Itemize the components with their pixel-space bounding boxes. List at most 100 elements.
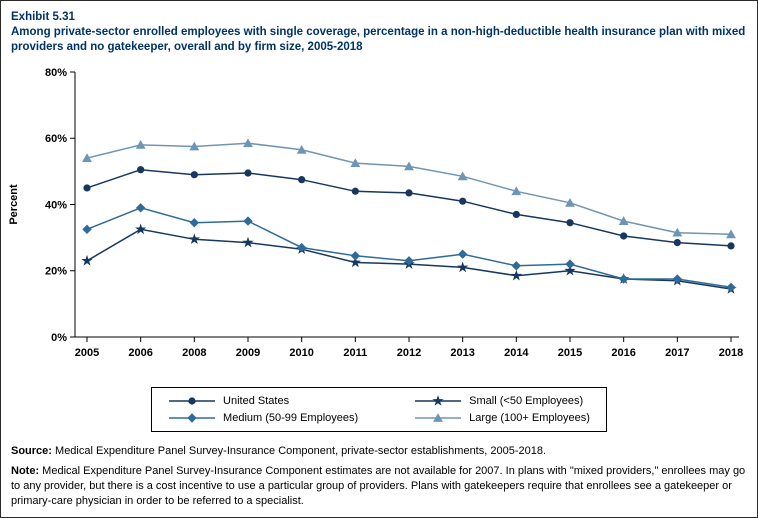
triangle-marker: [296, 144, 307, 154]
circle-marker: [512, 210, 520, 219]
circle-marker: [298, 176, 306, 184]
triangle-marker: [511, 186, 522, 196]
circle-marker: [620, 232, 628, 240]
series-line: [86, 168, 732, 247]
triangle-marker: [457, 171, 468, 181]
diamond-legend-swatch: [169, 413, 216, 423]
note-label: Note:: [11, 465, 40, 477]
y-tick-label: 80%: [45, 67, 67, 79]
triangle-marker: [350, 158, 361, 167]
x-axis: 2005 2006 2008 2009 2010 2011 2012 2013 2014 2015…: [75, 337, 743, 357]
diamond-marker: [187, 413, 197, 423]
circle-marker: [244, 169, 252, 177]
series-medium-50-99-employees: [82, 203, 736, 293]
x-tick-label: 2016: [611, 347, 635, 357]
triangle-marker: [243, 138, 253, 148]
x-tick-label: 2012: [397, 347, 421, 357]
methods-note: Note: Medical Expenditure Panel Survey-I…: [11, 464, 747, 509]
legend-item-small-50-employees: Small (<50 Employees): [414, 394, 590, 408]
note-text: Medical Expenditure Panel Survey-Insuran…: [11, 465, 746, 507]
y-axis: 0% 20% 40% 60% 80%: [45, 67, 75, 344]
triangle-legend-swatch: [415, 413, 462, 422]
y-tick-label: 20%: [45, 266, 67, 278]
star-marker: [135, 223, 147, 235]
circle-marker: [351, 187, 359, 195]
series-united-states: [83, 166, 735, 250]
legend-item-large-100-employees: Large (100+ Employees): [414, 411, 590, 425]
circle-marker: [188, 397, 196, 405]
legend-item-united-states: United States: [168, 394, 358, 408]
diamond-marker: [135, 203, 146, 213]
star-marker: [432, 395, 444, 406]
circle-marker: [137, 166, 145, 174]
series-large-100-employees: [82, 138, 736, 239]
x-tick-label: 2005: [75, 347, 99, 357]
diamond-marker: [82, 224, 92, 235]
triangle-marker: [565, 197, 575, 207]
star-marker: [188, 233, 200, 245]
diamond-marker: [243, 216, 253, 226]
y-tick-label: 60%: [45, 133, 67, 145]
star-legend-swatch: [415, 395, 462, 406]
diamond-marker: [618, 274, 629, 284]
circle-marker: [83, 184, 91, 192]
x-tick-label: 2014: [504, 347, 529, 357]
x-tick-label: 2015: [558, 347, 582, 357]
diamond-marker: [350, 251, 361, 261]
star-marker: [510, 269, 522, 281]
triangle-marker: [82, 153, 92, 163]
x-tick-label: 2008: [182, 347, 206, 357]
diamond-marker: [672, 274, 683, 284]
footer-notes: Source: Medical Expenditure Panel Survey…: [1, 432, 757, 509]
chart-area: 0% 20% 40% 60% 80% Percent 2005 2006 2008 2009 201…: [1, 57, 757, 357]
source-text: Medical Expenditure Panel Survey-Insuran…: [51, 445, 547, 457]
star-marker: [564, 264, 576, 276]
diamond-marker: [565, 259, 575, 269]
diamond-marker: [511, 261, 522, 271]
legend: United States Small (<50 Employees) Medium…: [151, 387, 607, 432]
legend-label: United States: [223, 395, 290, 407]
triangle-marker: [726, 229, 736, 239]
y-axis-title: Percent: [8, 184, 20, 225]
x-tick-label: 2017: [665, 347, 689, 357]
legend-label: Large (100+ Employees): [469, 412, 590, 424]
star-marker: [242, 236, 254, 248]
diamond-marker: [726, 282, 736, 293]
circle-marker: [405, 189, 413, 197]
circle-marker: [459, 197, 467, 205]
circle-legend-swatch: [169, 397, 216, 405]
x-tick-label: 2018: [719, 347, 743, 357]
diamond-marker: [296, 242, 307, 253]
y-tick-label: 40%: [45, 199, 67, 211]
axes: [74, 72, 739, 338]
triangle-marker: [404, 161, 414, 171]
source-label: Source:: [11, 445, 52, 457]
x-tick-label: 2010: [289, 347, 313, 357]
x-tick-label: 2009: [236, 347, 260, 357]
x-tick-label: 2013: [450, 347, 474, 357]
series-line: [86, 207, 732, 289]
star-marker: [81, 254, 93, 266]
triangle-marker: [189, 141, 200, 151]
circle-marker: [566, 219, 574, 227]
legend-label: Small (<50 Employees): [469, 395, 584, 407]
chart-title: Among private-sector enrolled employees …: [11, 26, 746, 53]
diamond-marker: [457, 249, 468, 259]
triangle-marker: [433, 413, 444, 422]
star-marker: [457, 261, 469, 273]
circle-marker: [190, 171, 198, 179]
series-line: [86, 142, 732, 236]
source-note: Source: Medical Expenditure Panel Survey…: [11, 444, 747, 459]
y-tick-label: 0%: [51, 332, 67, 344]
legend-item-medium-50-99-employees: Medium (50-99 Employees): [168, 411, 358, 425]
triangle-marker: [672, 227, 683, 237]
x-tick-label: 2006: [128, 347, 152, 357]
legend-label: Medium (50-99 Employees): [223, 412, 359, 424]
diamond-marker: [404, 256, 414, 266]
line-chart: 0% 20% 40% 60% 80% Percent 2005 2006 2008 2009 201…: [8, 67, 743, 357]
star-marker: [349, 256, 361, 268]
circle-marker: [727, 242, 735, 250]
circle-marker: [673, 238, 681, 247]
triangle-marker: [135, 139, 146, 149]
